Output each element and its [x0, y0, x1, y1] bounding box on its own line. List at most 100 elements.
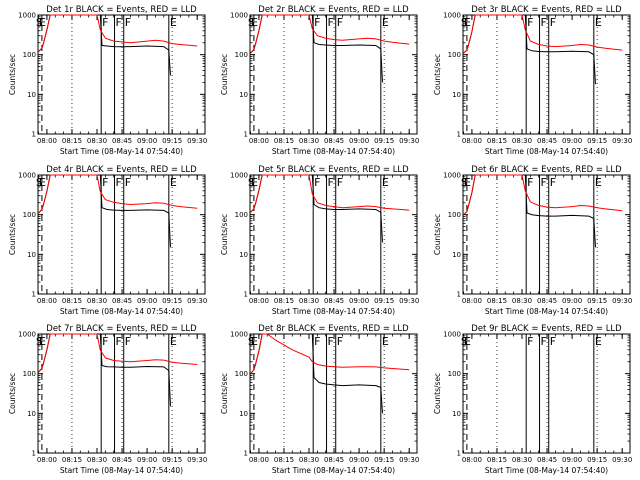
x-tick-label: 09:30 — [612, 456, 632, 464]
x-tick-label: 09:00 — [137, 456, 157, 464]
flag-marker-label: F — [328, 16, 334, 29]
y-tick-label: 100 — [23, 370, 36, 378]
x-tick-label: 08:00 — [249, 297, 269, 305]
x-tick-label: 09:30 — [612, 137, 632, 145]
flag-marker-label: F — [550, 16, 556, 29]
x-tick-label: 09:15 — [162, 456, 182, 464]
flag-marker-label: F — [102, 16, 108, 29]
x-tick-label: 08:15 — [487, 297, 507, 305]
y-axis-label: Counts/sec — [8, 373, 17, 414]
x-tick-label: 08:30 — [299, 137, 319, 145]
flag-marker-label: E — [251, 176, 258, 189]
x-tick-label: 08:45 — [324, 297, 344, 305]
y-tick-label: 100 — [23, 51, 36, 59]
y-tick-label: 10 — [27, 410, 36, 418]
y-axis-label: Counts/sec — [433, 214, 442, 255]
x-tick-label: 08:00 — [37, 456, 57, 464]
x-tick-label: 08:00 — [462, 137, 482, 145]
x-tick-label: 09:15 — [162, 137, 182, 145]
x-tick-label: 08:45 — [537, 297, 557, 305]
flag-marker-label: S — [461, 176, 468, 189]
y-tick-label: 1000 — [18, 12, 36, 20]
x-tick-label: 09:15 — [374, 137, 394, 145]
flag-marker-label: F — [337, 335, 343, 348]
flag-marker-label: F — [314, 176, 320, 189]
flag-marker-label: E — [39, 335, 46, 348]
flag-marker-label: F — [337, 176, 343, 189]
flag-marker-label: F — [541, 16, 547, 29]
x-tick-label: 08:30 — [87, 456, 107, 464]
x-tick-label: 08:45 — [112, 297, 132, 305]
x-tick-label: 09:00 — [562, 456, 582, 464]
x-axis-label: Start Time (08-May-14 07:54:40) — [485, 147, 608, 156]
y-tick-label: 10 — [239, 410, 248, 418]
flag-marker-label: F — [541, 176, 547, 189]
flag-marker-label: F — [314, 335, 320, 348]
x-tick-label: 09:15 — [162, 297, 182, 305]
flag-marker-label: F — [550, 176, 556, 189]
x-tick-label: 08:15 — [487, 456, 507, 464]
x-tick-label: 08:15 — [274, 456, 294, 464]
panel-title: Det 9r BLACK = Events, RED = LLD — [471, 324, 622, 334]
y-axis-label: Counts/sec — [8, 54, 17, 95]
y-axis-label: Counts/sec — [220, 214, 229, 255]
x-tick-label: 08:15 — [62, 137, 82, 145]
y-tick-label: 10 — [452, 91, 461, 99]
y-tick-label: 1000 — [443, 172, 461, 180]
x-tick-label: 08:30 — [512, 456, 532, 464]
y-tick-label: 1 — [32, 450, 36, 458]
x-axis-label: Start Time (08-May-14 07:54:40) — [272, 307, 395, 316]
panel-title: Det 7r BLACK = Events, RED = LLD — [46, 324, 197, 334]
panel-title: Det 2r BLACK = Events, RED = LLD — [258, 5, 409, 15]
flag-marker-label: E — [595, 335, 602, 348]
y-tick-label: 1 — [457, 131, 461, 139]
y-tick-label: 10 — [452, 251, 461, 259]
x-tick-label: 08:00 — [249, 137, 269, 145]
plot-frame — [249, 174, 418, 295]
y-tick-label: 1 — [244, 131, 248, 139]
y-tick-label: 1000 — [443, 331, 461, 339]
x-tick-label: 09:30 — [187, 456, 207, 464]
y-tick-label: 10 — [239, 251, 248, 259]
plot-frame — [37, 333, 206, 454]
flag-marker-label: E — [39, 176, 46, 189]
y-axis-label: Counts/sec — [220, 373, 229, 414]
lld-series-line — [463, 14, 623, 54]
y-axis-label: Counts/sec — [433, 54, 442, 95]
y-tick-label: 10 — [27, 251, 36, 259]
flag-marker-label: F — [550, 335, 556, 348]
x-tick-label: 08:00 — [249, 456, 269, 464]
detector-panel: Det 9r BLACK = Events, RED = LLD Counts/s… — [433, 324, 632, 475]
x-tick-label: 08:30 — [299, 297, 319, 305]
x-tick-label: 08:45 — [112, 456, 132, 464]
y-tick-label: 100 — [448, 211, 461, 219]
x-tick-label: 08:30 — [299, 456, 319, 464]
y-tick-label: 1 — [32, 291, 36, 299]
y-tick-label: 1 — [457, 450, 461, 458]
flag-marker-label: F — [527, 335, 533, 348]
flag-marker-label: E — [464, 176, 471, 189]
flag-marker-label: E — [464, 16, 471, 29]
flag-marker-label: E — [595, 16, 602, 29]
plot-frame — [462, 333, 631, 454]
x-tick-label: 08:00 — [462, 456, 482, 464]
lld-series-line — [38, 14, 198, 52]
lld-series-line — [463, 174, 623, 216]
x-tick-label: 09:00 — [137, 297, 157, 305]
x-axis-label: Start Time (08-May-14 07:54:40) — [60, 307, 183, 316]
y-tick-label: 10 — [452, 410, 461, 418]
x-tick-label: 09:00 — [349, 456, 369, 464]
y-tick-label: 1000 — [230, 331, 248, 339]
y-tick-label: 100 — [235, 211, 248, 219]
flag-marker-label: S — [248, 16, 255, 29]
y-tick-label: 10 — [27, 91, 36, 99]
flag-marker-label: E — [382, 16, 389, 29]
x-tick-label: 08:15 — [62, 297, 82, 305]
x-tick-label: 08:45 — [324, 137, 344, 145]
x-tick-label: 08:00 — [37, 137, 57, 145]
flag-marker-label: F — [116, 335, 122, 348]
x-tick-label: 09:30 — [399, 137, 419, 145]
flag-marker-label: E — [170, 176, 177, 189]
flag-marker-label: F — [116, 176, 122, 189]
